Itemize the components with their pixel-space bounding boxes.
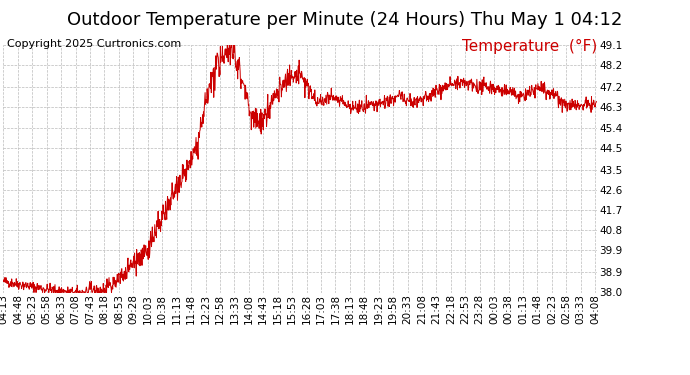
Text: Temperature  (°F): Temperature (°F) bbox=[462, 39, 597, 54]
Text: Copyright 2025 Curtronics.com: Copyright 2025 Curtronics.com bbox=[7, 39, 181, 50]
Text: Outdoor Temperature per Minute (24 Hours) Thu May 1 04:12: Outdoor Temperature per Minute (24 Hours… bbox=[68, 11, 622, 29]
